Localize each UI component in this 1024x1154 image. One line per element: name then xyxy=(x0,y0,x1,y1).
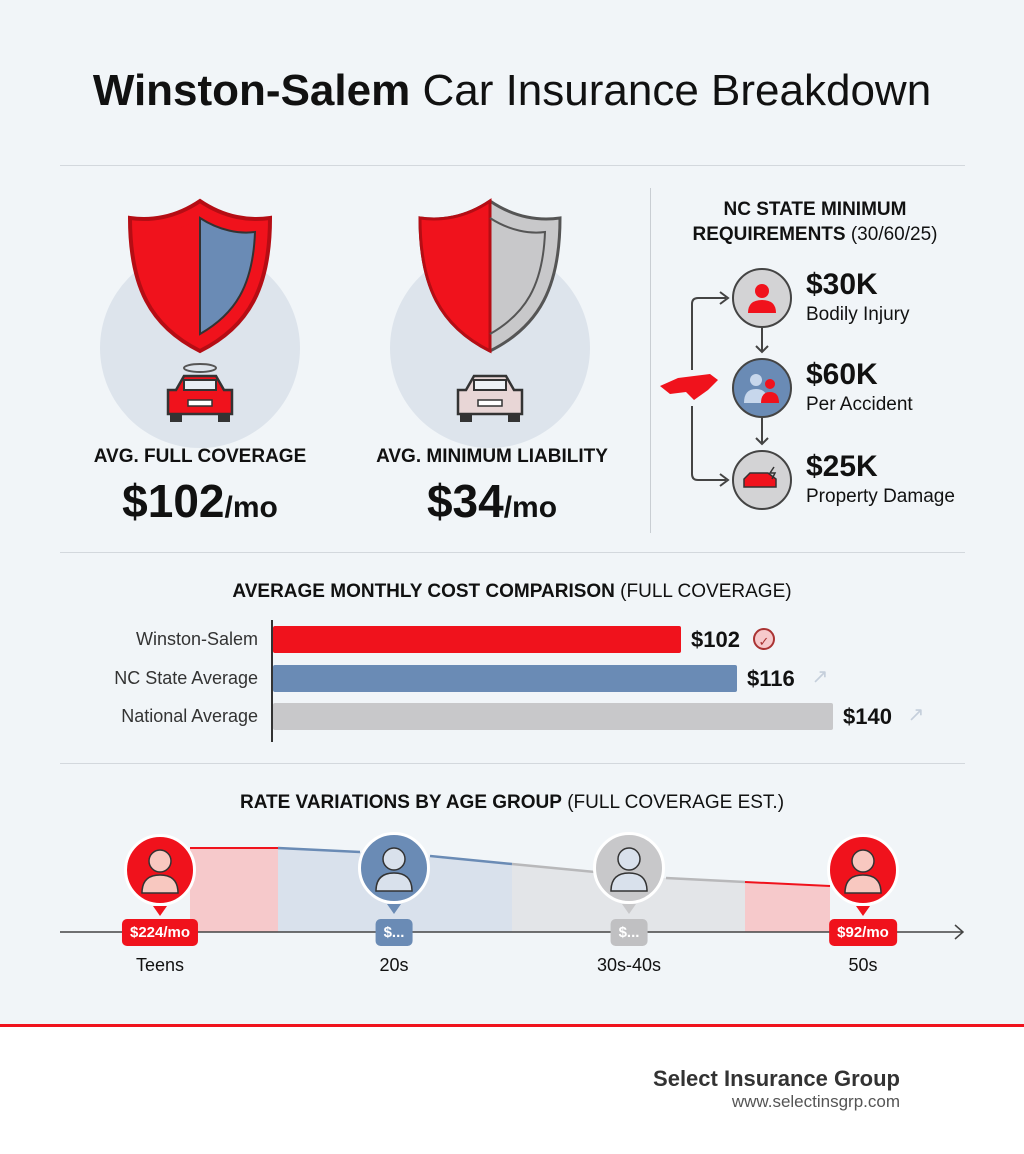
bar-value: $116 xyxy=(747,666,795,691)
bar-value: $140 xyxy=(843,704,892,729)
car-crash-icon xyxy=(732,450,792,510)
area-teens xyxy=(190,848,278,932)
cost-comparison-title: AVERAGE MONTHLY COST COMPARISON (FULL CO… xyxy=(232,581,792,602)
age-group-title: RATE VARIATIONS BY AGE GROUP (FULL COVER… xyxy=(239,792,785,813)
age-avatar-icon xyxy=(358,832,430,904)
person-icon xyxy=(732,268,792,328)
bar-label: National Average xyxy=(121,706,258,726)
people-icon xyxy=(732,358,792,418)
property-damage-amount: $25K xyxy=(806,450,878,483)
bar-axis xyxy=(271,620,273,742)
bar-value: $102 xyxy=(691,627,740,652)
age-axis xyxy=(60,924,965,940)
age-group-label: Teens xyxy=(135,955,185,975)
line-50s xyxy=(744,881,831,887)
line-20s xyxy=(277,846,513,866)
bar xyxy=(273,665,737,692)
age-avatar-icon xyxy=(593,832,665,904)
trend-up-icon: ↗ xyxy=(811,666,829,688)
age-avatar-icon xyxy=(124,834,196,906)
area-50s xyxy=(745,882,830,932)
footer xyxy=(0,1024,1024,1154)
min-liability-label: AVG. MINIMUM LIABILITY xyxy=(376,446,608,467)
bar xyxy=(273,626,681,653)
line-30s-40s xyxy=(511,862,746,884)
pin-pointer xyxy=(622,904,636,914)
shield-icon xyxy=(127,198,273,354)
pin-pointer xyxy=(387,904,401,914)
per-accident-label: Per Accident xyxy=(806,394,913,415)
pin-pointer xyxy=(856,906,870,916)
per-accident-amount: $60K xyxy=(806,358,878,391)
bar-label: Winston-Salem xyxy=(135,629,258,649)
age-group-label: 50s xyxy=(848,955,878,975)
trend-up-icon: ↗ xyxy=(907,704,925,726)
min-liability-value: $34/mo xyxy=(426,475,558,527)
bar-label: NC State Average xyxy=(114,668,258,688)
age-group-label: 20s xyxy=(379,955,409,975)
requirements-title: NC STATE MINIMUM REQUIREMENTS (30/60/25) xyxy=(692,199,938,245)
age-avatar-icon xyxy=(827,834,899,906)
pin-pointer xyxy=(153,906,167,916)
check-circle-icon: ✓ xyxy=(753,628,775,650)
divider xyxy=(650,188,651,533)
full-coverage-label: AVG. FULL COVERAGE xyxy=(93,446,307,467)
shield-icon xyxy=(418,198,562,354)
bodily-injury-amount: $30K xyxy=(806,268,878,301)
full-coverage-value: $102/mo xyxy=(122,475,278,527)
brand-url[interactable]: www.selectinsgrp.com xyxy=(731,1092,900,1111)
age-group-label: 30s-40s xyxy=(596,955,662,975)
age-rate-badge: $... xyxy=(610,919,648,946)
bodily-injury-label: Bodily Injury xyxy=(806,304,910,325)
divider xyxy=(60,552,965,553)
nc-map-icon xyxy=(660,374,718,400)
page-title: Winston-Salem Car Insurance Breakdown xyxy=(92,66,932,115)
bar xyxy=(273,703,833,730)
age-rate-badge: $224/mo xyxy=(121,919,199,946)
car-icon xyxy=(166,363,234,422)
age-rate-badge: $92/mo xyxy=(829,919,897,946)
divider xyxy=(60,165,965,166)
age-rate-badge: $... xyxy=(375,919,413,946)
car-icon xyxy=(456,374,524,422)
divider xyxy=(60,763,965,764)
down-arrows xyxy=(755,328,769,446)
brand-name: Select Insurance Group xyxy=(653,1066,900,1091)
flow-arrows xyxy=(660,291,730,487)
property-damage-label: Property Damage xyxy=(806,486,955,507)
